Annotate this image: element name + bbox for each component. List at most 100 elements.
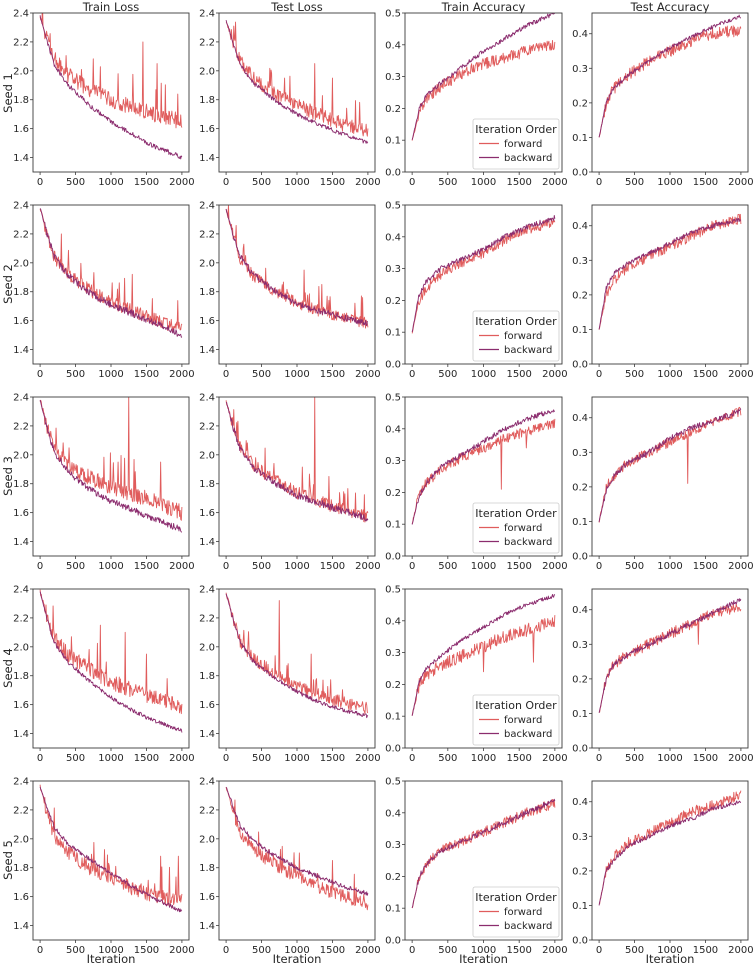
panel-seed-1-test-accuracy: 0 500 1000 1500 2000 0.0 0.1 0.2 0.3 0.4 (572, 12, 754, 188)
y-tick-label-seed-3-train-accuracy-3: 0.3 (385, 456, 401, 467)
x-tick-label-seed-3-test-loss-2000: 2000 (355, 561, 380, 572)
series-forward-seed-4-test-loss (225, 592, 369, 715)
y-tick-label-seed-5-test-accuracy-2: 0.2 (572, 866, 588, 877)
x-tick-label-seed-2-train-accuracy-500: 500 (438, 369, 457, 380)
y-tick-label-seed-1-test-loss-4: 2.2 (199, 37, 215, 48)
x-tick-label-seed-2-test-loss-0: 0 (223, 369, 229, 380)
x-tick-label-seed-4-train-loss-1500: 1500 (134, 753, 159, 764)
x-tick-label-seed-1-test-accuracy-1000: 1000 (657, 177, 682, 188)
series-forward-seed-4-train-accuracy (411, 615, 556, 716)
series-forward-seed-5-train-loss (39, 784, 183, 907)
panel-seed-2-test-accuracy: 0 500 1000 1500 2000 0.0 0.1 0.2 0.3 0.4 (572, 204, 754, 380)
panel-seed-3-test-accuracy: 0 500 1000 1500 2000 0.0 0.1 0.2 0.3 0.4 (572, 396, 754, 572)
y-tick-label-seed-2-train-loss-5: 2.4 (13, 201, 29, 212)
y-tick-label-seed-2-train-accuracy-0: 0.0 (385, 360, 401, 371)
y-tick-label-seed-2-train-loss-0: 1.4 (13, 345, 29, 356)
y-tick-label-seed-3-test-loss-5: 2.4 (199, 393, 215, 404)
x-tick-label-seed-2-train-accuracy-1500: 1500 (506, 369, 531, 380)
y-tick-label-seed-1-test-accuracy-3: 0.3 (572, 64, 588, 75)
series-forward-seed-3-test-loss (225, 397, 369, 523)
x-tick-label-seed-1-test-loss-1500: 1500 (320, 177, 345, 188)
y-tick-label-seed-2-test-loss-2: 1.8 (199, 287, 215, 298)
x-tick-label-seed-2-test-accuracy-0: 0 (596, 369, 602, 380)
y-tick-label-seed-1-train-loss-3: 2.0 (13, 66, 29, 77)
y-tick-label-seed-4-test-loss-2: 1.8 (199, 671, 215, 682)
y-tick-label-seed-4-test-accuracy-3: 0.3 (572, 640, 588, 651)
x-tick-label-seed-5-train-loss-1000: 1000 (98, 945, 123, 956)
y-tick-label-seed-5-train-accuracy-1: 0.1 (385, 904, 401, 915)
y-tick-label-seed-2-test-accuracy-2: 0.2 (572, 290, 588, 301)
y-tick-label-seed-2-train-loss-3: 2.0 (13, 258, 29, 269)
panel-seed-2-test-loss: 0 500 1000 1500 2000 1.4 1.6 1.8 2.0 2.2 2.4 (199, 201, 381, 381)
legend-box-seed-2-train-accuracy (472, 310, 560, 362)
x-tick-label-seed-5-test-loss-1500: 1500 (320, 945, 345, 956)
y-tick-label-seed-3-train-accuracy-5: 0.5 (385, 393, 401, 404)
panel-seed-4-train-accuracy: 0 500 1000 1500 2000 0.0 0.1 0.2 0.3 0.4 0.5 Iterat… (385, 585, 567, 765)
x-tick-label-seed-3-train-loss-500: 500 (66, 561, 85, 572)
x-tick-label-seed-3-train-accuracy-0: 0 (409, 561, 415, 572)
x-tick-label-seed-1-train-accuracy-2000: 2000 (542, 177, 567, 188)
x-tick-label-seed-5-test-loss-500: 500 (252, 945, 271, 956)
x-tick-label-seed-2-test-loss-2000: 2000 (355, 369, 380, 380)
legend-seed-1-train-accuracy: Iteration Order forward backward (472, 118, 560, 170)
row-label-seed-5: Seed 5 (1, 840, 15, 880)
x-tick-label-seed-4-test-loss-0: 0 (223, 753, 229, 764)
panel-seed-3-test-loss: 0 500 1000 1500 2000 1.4 1.6 1.8 2.0 2.2 2.4 (199, 393, 381, 573)
series-forward-seed-5-train-accuracy (411, 799, 556, 909)
x-tick-label-seed-1-test-accuracy-0: 0 (596, 177, 602, 188)
y-tick-label-seed-3-test-accuracy-0: 0.0 (572, 552, 588, 563)
y-tick-label-seed-3-train-loss-2: 1.8 (13, 479, 29, 490)
y-tick-label-seed-4-train-loss-5: 2.4 (13, 585, 29, 596)
x-tick-label-seed-1-test-loss-2000: 2000 (355, 177, 380, 188)
y-tick-label-seed-1-train-loss-5: 2.4 (13, 9, 29, 20)
y-tick-label-seed-4-test-accuracy-2: 0.2 (572, 674, 588, 685)
column-title-train-loss: Train Loss (82, 0, 139, 14)
y-tick-label-seed-4-train-accuracy-1: 0.1 (385, 712, 401, 723)
x-tick-label-seed-5-train-accuracy-0: 0 (409, 945, 415, 956)
legend-label-backward-seed-5-train-accuracy: backward (504, 921, 552, 932)
x-tick-label-seed-4-train-accuracy-1000: 1000 (471, 753, 496, 764)
y-tick-label-seed-3-test-loss-1: 1.6 (199, 508, 215, 519)
series-backward-seed-4-train-loss (39, 591, 183, 733)
x-tick-label-seed-5-test-loss-0: 0 (223, 945, 229, 956)
x-tick-label-seed-5-train-loss-500: 500 (66, 945, 85, 956)
y-tick-label-seed-2-test-loss-5: 2.4 (199, 201, 215, 212)
x-axis-label-train-accuracy: Iteration (459, 952, 508, 966)
series-backward-seed-5-train-loss (39, 786, 183, 913)
y-tick-label-seed-2-test-accuracy-0: 0.0 (572, 360, 588, 371)
y-tick-label-seed-1-test-loss-5: 2.4 (199, 9, 215, 20)
y-tick-label-seed-3-test-loss-2: 1.8 (199, 479, 215, 490)
x-tick-label-seed-5-train-accuracy-2000: 2000 (542, 945, 567, 956)
x-tick-label-seed-4-test-accuracy-1500: 1500 (693, 753, 718, 764)
y-tick-label-seed-2-train-loss-1: 1.6 (13, 316, 29, 327)
x-tick-label-seed-1-train-loss-1500: 1500 (134, 177, 159, 188)
y-tick-label-seed-4-train-loss-4: 2.2 (13, 613, 29, 624)
y-tick-label-seed-4-train-loss-2: 1.8 (13, 671, 29, 682)
x-tick-label-seed-5-test-accuracy-0: 0 (596, 945, 602, 956)
series-backward-seed-3-test-loss (225, 401, 369, 522)
legend-title-seed-3-train-accuracy: Iteration Order (475, 507, 557, 520)
legend-label-backward-seed-1-train-accuracy: backward (504, 153, 552, 164)
series-backward-seed-5-train-accuracy (411, 798, 556, 909)
x-tick-label-seed-2-test-accuracy-1000: 1000 (657, 369, 682, 380)
x-tick-label-seed-1-test-accuracy-2000: 2000 (728, 177, 753, 188)
x-tick-label-seed-2-train-loss-2000: 2000 (169, 369, 194, 380)
y-tick-label-seed-3-train-loss-4: 2.2 (13, 421, 29, 432)
x-tick-label-seed-4-test-accuracy-0: 0 (596, 753, 602, 764)
legend-box-seed-4-train-accuracy (472, 694, 560, 746)
y-tick-label-seed-1-train-loss-0: 1.4 (13, 153, 29, 164)
y-tick-label-seed-3-test-accuracy-2: 0.2 (572, 482, 588, 493)
x-tick-label-seed-1-test-loss-1000: 1000 (284, 177, 309, 188)
x-tick-label-seed-4-train-loss-0: 0 (37, 753, 43, 764)
series-forward-seed-1-train-accuracy (411, 39, 556, 141)
y-tick-label-seed-5-test-loss-0: 1.4 (199, 921, 215, 932)
x-tick-label-seed-5-train-loss-1500: 1500 (134, 945, 159, 956)
y-tick-label-seed-5-train-accuracy-2: 0.2 (385, 872, 401, 883)
series-forward-seed-1-test-loss (225, 21, 369, 137)
x-tick-label-seed-1-train-loss-2000: 2000 (169, 177, 194, 188)
y-tick-label-seed-1-test-loss-1: 1.6 (199, 124, 215, 135)
y-tick-label-seed-5-test-loss-2: 1.8 (199, 863, 215, 874)
y-tick-label-seed-1-test-accuracy-1: 0.1 (572, 133, 588, 144)
y-tick-label-seed-2-train-loss-4: 2.2 (13, 229, 29, 240)
